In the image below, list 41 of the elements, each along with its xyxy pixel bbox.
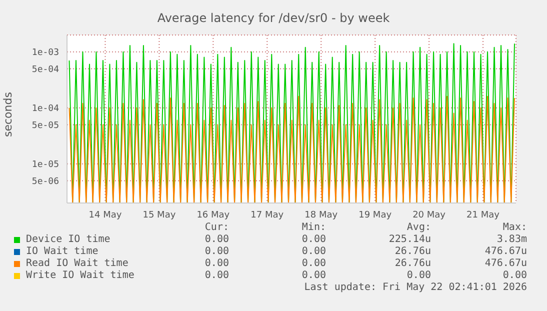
text: 26.76u: [394, 258, 431, 269]
text: 0.00: [302, 246, 326, 257]
y-tick-label: 1e-03: [32, 48, 59, 58]
legend-label: IO Wait time: [26, 246, 98, 257]
x-tick-label: 19 May: [358, 210, 392, 220]
text: Max:: [502, 222, 527, 233]
text: 0.00: [302, 270, 326, 281]
legend-label: Write IO Wait time: [26, 270, 134, 281]
text: 0.00: [204, 246, 229, 257]
text: 26.76u: [394, 246, 431, 257]
text: 0.00: [406, 270, 431, 281]
text: 476.67u: [484, 258, 527, 269]
text: 0.00: [502, 270, 527, 281]
x-tick-label: 17 May: [250, 210, 284, 220]
text: Last update: Fri May 22 02:41:01 2026: [304, 282, 527, 293]
text: 225.14u: [388, 234, 431, 245]
x-tick-label: 15 May: [142, 210, 176, 220]
y-axis-title: seconds: [2, 91, 14, 139]
x-tick-label: 20 May: [412, 210, 446, 220]
text: 0.00: [204, 234, 229, 245]
text: 0.00: [204, 258, 229, 269]
text: 3.83m: [496, 234, 527, 245]
y-tick-label: 5e-06: [32, 176, 59, 187]
text: 0.00: [302, 234, 326, 245]
text: 0.00: [302, 258, 326, 269]
text: 0.00: [204, 270, 229, 281]
legend-label: Read IO Wait time: [26, 258, 128, 269]
chart-title: Average latency for /dev/sr0 - by week: [156, 11, 391, 25]
y-tick-label: 1e-05: [32, 160, 59, 170]
y-tick-label: 1e-04: [32, 104, 59, 114]
x-tick-label: 18 May: [304, 210, 338, 220]
y-tick-label: 5e-05: [32, 120, 59, 131]
x-tick-label: 14 May: [88, 210, 122, 220]
text: 476.67u: [484, 246, 527, 257]
x-tick-label: 16 May: [196, 210, 230, 220]
legend-label: Device IO time: [26, 234, 110, 245]
text: Cur:: [204, 222, 229, 233]
x-tick-label: 21 May: [466, 210, 500, 220]
text: Avg:: [406, 222, 431, 233]
text: Min:: [302, 222, 326, 233]
y-tick-label: 5e-04: [32, 64, 59, 75]
